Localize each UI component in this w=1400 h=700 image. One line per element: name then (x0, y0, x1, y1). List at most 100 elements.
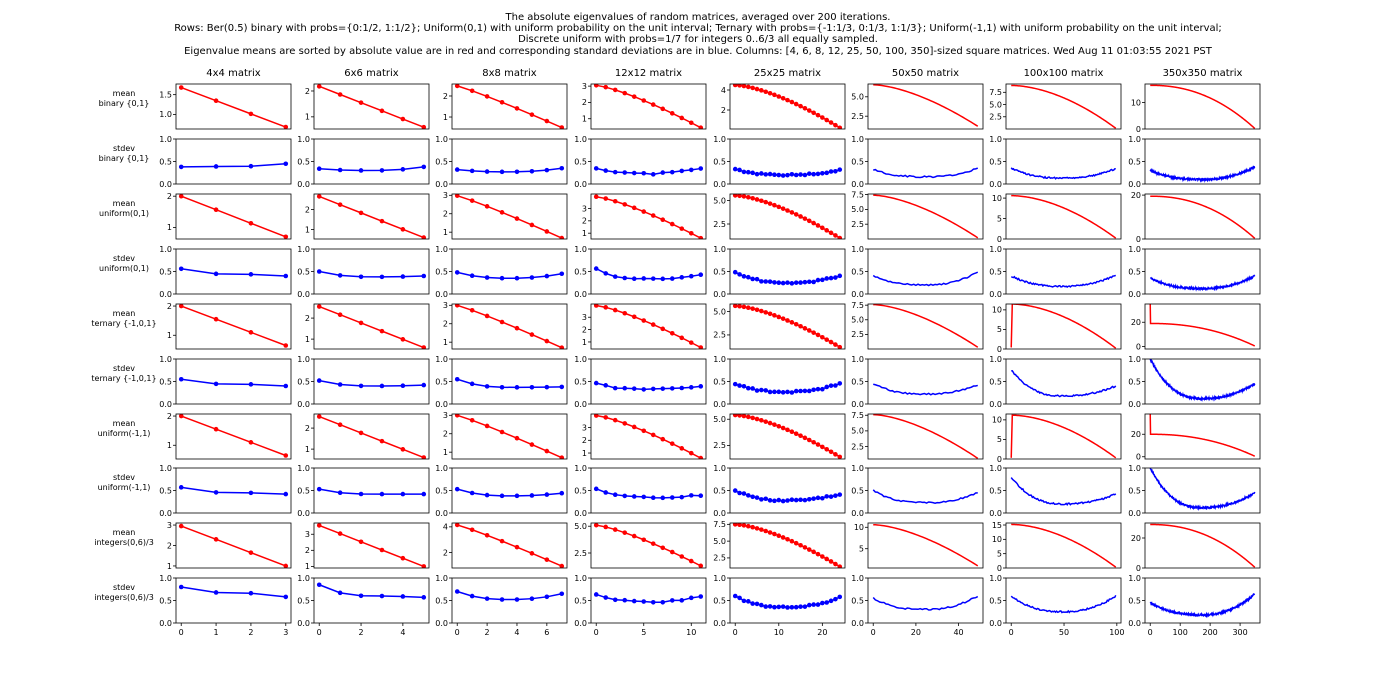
y-tick-label: 1.0 (297, 574, 310, 583)
axes-frame (313, 83, 430, 130)
data-point (400, 383, 406, 389)
data-point (660, 386, 666, 391)
data-point (767, 498, 773, 503)
stdev-series-line (596, 167, 701, 176)
data-point (400, 594, 406, 599)
data-point (379, 593, 385, 599)
y-tick-label: 2.5 (851, 112, 864, 121)
data-point (529, 596, 535, 601)
y-tick-label: 2 (305, 546, 310, 555)
stdev-series-line (181, 486, 286, 495)
data-point (820, 600, 825, 606)
y-tick-label: 1.0 (713, 574, 726, 583)
mean-series-line (596, 524, 702, 567)
data-point (789, 538, 795, 544)
data-point (750, 386, 755, 391)
data-point (660, 170, 666, 175)
y-tick-label: 5.0 (713, 415, 726, 424)
subplot: 12 (443, 83, 568, 130)
data-point (767, 604, 773, 609)
data-point (759, 171, 764, 176)
mean-series-line (180, 415, 287, 457)
data-point (759, 602, 764, 608)
y-tick-label: 20 (1131, 318, 1141, 327)
data-point (593, 304, 599, 308)
data-point (754, 388, 760, 393)
data-point (559, 271, 565, 277)
y-tick-label: 2.5 (851, 220, 864, 229)
data-point (824, 556, 829, 562)
mean-series-line (735, 84, 841, 129)
data-point (793, 388, 799, 394)
axes-frame (451, 138, 568, 185)
row-label: uniform(0,1) (99, 209, 149, 218)
data-point (754, 526, 760, 531)
y-tick-label: 2 (167, 192, 172, 201)
stdev-series-line (457, 590, 562, 601)
y-tick-label: 3 (305, 530, 310, 539)
data-point (811, 171, 816, 177)
subplot: 1 2 3 (582, 82, 707, 130)
data-point (650, 322, 656, 327)
subplot: 0.0 0.5 1.0 0 2 4 (297, 574, 430, 637)
y-tick-label: 0.0 (989, 619, 1002, 628)
y-tick-label: 1.0 (989, 355, 1002, 364)
data-point (732, 269, 738, 275)
data-point (698, 594, 704, 599)
data-point (400, 167, 406, 172)
y-tick-label: 0.0 (574, 400, 587, 409)
y-tick-label: 1.0 (574, 355, 587, 364)
subplot: 0.0 0.5 1.0 0 2 4 6 (435, 574, 568, 637)
data-point (679, 226, 685, 231)
stdev-series-line (1149, 274, 1256, 292)
column-title: 8x8 matrix (482, 68, 537, 79)
data-point (746, 169, 751, 175)
data-point (746, 84, 751, 90)
y-tick-label: 0.5 (989, 486, 1002, 495)
data-point (833, 561, 838, 567)
stdev-series-line (319, 166, 424, 172)
y-tick-label: 0.0 (159, 290, 172, 299)
x-tick-label: 10 (686, 628, 696, 637)
y-tick-label: 1.0 (713, 464, 726, 473)
data-point (559, 563, 565, 568)
data-point (544, 118, 550, 124)
axes-frame (867, 413, 984, 460)
data-point (283, 124, 289, 129)
subplot: 1 2 3 (443, 411, 568, 460)
data-point (213, 271, 219, 277)
axes-frame (590, 138, 707, 185)
data-point (679, 554, 685, 559)
data-point (421, 491, 427, 497)
data-point (785, 427, 790, 433)
data-point (828, 449, 834, 455)
data-point (763, 89, 769, 95)
data-point (631, 494, 637, 499)
data-point (529, 551, 535, 556)
subplot: 0.0 0.5 1.0 0 100 200 300 (1128, 574, 1261, 637)
data-point (669, 221, 675, 227)
data-point (178, 584, 184, 590)
data-point (767, 201, 773, 206)
data-point (789, 281, 795, 286)
data-point (358, 100, 364, 105)
data-point (469, 381, 475, 387)
data-point (358, 274, 364, 280)
data-point (660, 217, 666, 223)
data-point (750, 85, 755, 91)
x-tick-label: 3 (283, 628, 288, 637)
data-point (484, 423, 490, 429)
data-point (750, 415, 755, 421)
data-point (759, 527, 764, 532)
data-point (802, 435, 808, 441)
data-point (650, 102, 656, 107)
data-point (178, 485, 184, 490)
data-point (631, 314, 637, 320)
data-point (798, 388, 803, 394)
mean-series-line (596, 84, 702, 129)
y-tick-label: 2 (167, 302, 172, 311)
data-point (358, 383, 364, 389)
data-point (798, 542, 803, 548)
row-label: stdev (113, 473, 135, 482)
mean-series-line (180, 86, 287, 128)
